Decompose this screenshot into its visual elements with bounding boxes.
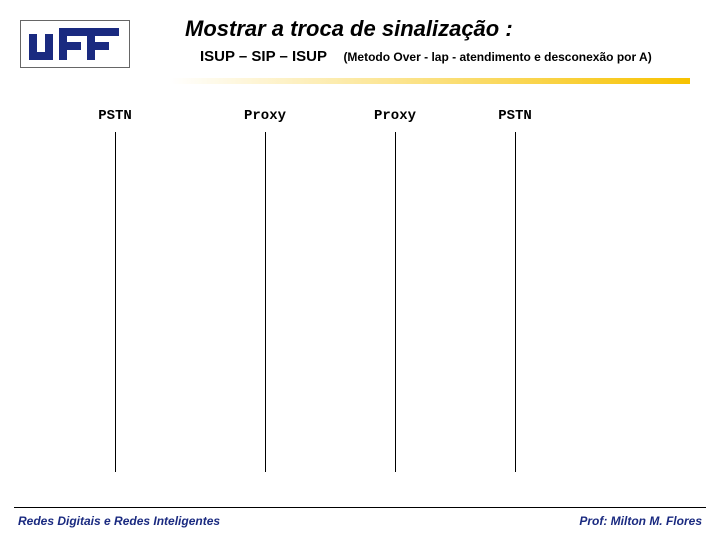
uff-logo-frame bbox=[20, 20, 130, 68]
uff-logo bbox=[25, 24, 125, 64]
lane-label: Proxy bbox=[244, 108, 286, 124]
lifeline bbox=[395, 132, 396, 472]
lane-label: PSTN bbox=[498, 108, 532, 124]
sequence-diagram: PSTN Proxy Proxy PSTN bbox=[0, 108, 720, 488]
lifeline bbox=[265, 132, 266, 472]
slide-subtitle: ISUP – SIP – ISUP bbox=[200, 48, 327, 65]
lifeline bbox=[515, 132, 516, 472]
footer-right: Prof: Milton M. Flores bbox=[579, 514, 702, 528]
slide-title: Mostrar a troca de sinalização : bbox=[185, 16, 513, 42]
lifeline bbox=[115, 132, 116, 472]
slide-subtitle-note: (Metodo Over - lap - atendimento e desco… bbox=[343, 50, 651, 64]
lane-label: Proxy bbox=[374, 108, 416, 124]
footer-left: Redes Digitais e Redes Inteligentes bbox=[18, 514, 220, 528]
footer-rule bbox=[14, 507, 706, 508]
slide-subtitle-row: ISUP – SIP – ISUP (Metodo Over - lap - a… bbox=[200, 48, 652, 65]
slide-page: Mostrar a troca de sinalização : ISUP – … bbox=[0, 0, 720, 540]
lane-label: PSTN bbox=[98, 108, 132, 124]
title-underline bbox=[170, 78, 690, 84]
